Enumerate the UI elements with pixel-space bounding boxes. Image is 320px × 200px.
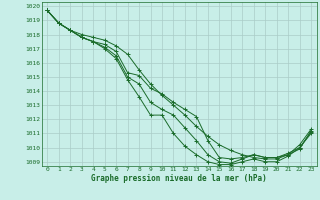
X-axis label: Graphe pression niveau de la mer (hPa): Graphe pression niveau de la mer (hPa) — [91, 174, 267, 183]
